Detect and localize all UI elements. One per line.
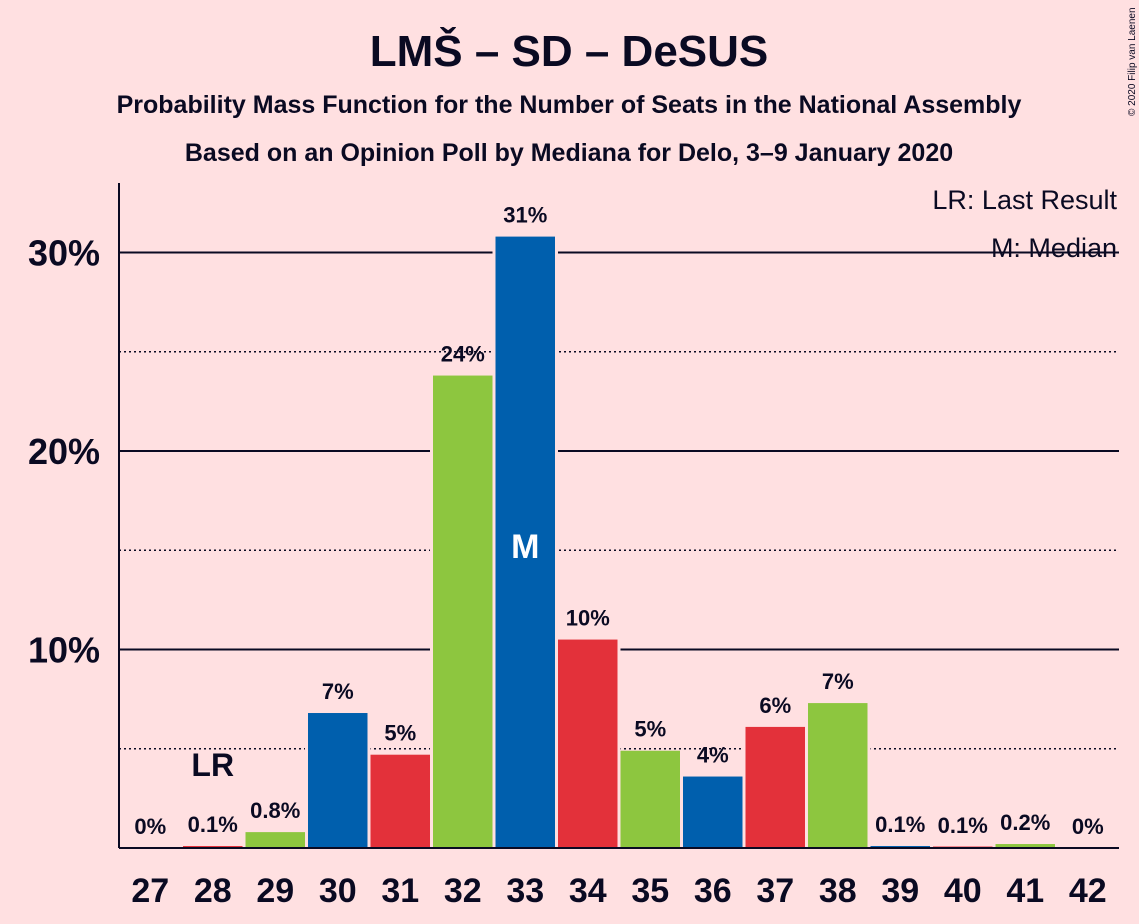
y-axis-ticks: 10% 20% 30%: [28, 232, 100, 670]
bar-seat-35: [620, 750, 680, 848]
x-tick-label-34: 34: [569, 872, 607, 910]
value-label-29: 0.8%: [250, 798, 300, 823]
value-label-30: 7%: [322, 679, 354, 704]
bar-seat-31: [370, 754, 430, 848]
value-label-40: 0.1%: [938, 813, 988, 838]
x-tick-label-35: 35: [631, 872, 669, 910]
bar-seat-36: [683, 776, 743, 848]
y-tick-label: 30%: [28, 232, 100, 273]
value-label-37: 6%: [759, 693, 791, 718]
x-tick-label-36: 36: [694, 872, 732, 910]
x-axis-ticks: 27 28 29 30 31 32 33 34 35 36 37 38 39 40 41 42: [131, 872, 1106, 910]
bar-seat-41: [995, 844, 1055, 848]
y-tick-label: 10%: [28, 629, 100, 670]
last-result-marker: LR: [191, 747, 234, 783]
x-tick-label-28: 28: [194, 872, 232, 910]
bar-seat-38: [808, 703, 868, 848]
x-tick-label-33: 33: [506, 872, 544, 910]
bar-seat-29: [245, 832, 305, 848]
x-tick-label-27: 27: [131, 872, 169, 910]
chart-subtitle-1: Probability Mass Function for the Number…: [117, 91, 1022, 119]
value-label-39: 0.1%: [875, 812, 925, 837]
value-label-41: 0.2%: [1000, 810, 1050, 835]
value-label-28: 0.1%: [188, 812, 238, 837]
x-tick-label-37: 37: [756, 872, 794, 910]
x-tick-label-29: 29: [256, 872, 294, 910]
x-tick-label-42: 42: [1069, 872, 1107, 910]
copyright-notice: © 2020 Filip van Laenen: [1127, 7, 1138, 116]
value-label-36: 4%: [697, 743, 729, 768]
value-label-27: 0%: [134, 814, 166, 839]
bar-seat-37: [745, 726, 805, 848]
legend-last-result: LR: Last Result: [932, 185, 1117, 215]
x-tick-label-31: 31: [381, 872, 419, 910]
value-label-33: 31%: [503, 203, 547, 228]
value-label-42: 0%: [1072, 814, 1104, 839]
value-label-35: 5%: [634, 717, 666, 742]
data-labels: 0% 0.1% LR 0.8% 7% 5% 24% 31% M 10% 5% 4% 6% 7% 0.1% 0.…: [134, 203, 1103, 839]
chart-subtitle-2: Based on an Opinion Poll by Mediana for …: [185, 139, 953, 167]
x-tick-label-41: 41: [1006, 872, 1044, 910]
bar-seat-32: [433, 375, 493, 848]
value-label-38: 7%: [822, 669, 854, 694]
x-tick-label-32: 32: [444, 872, 482, 910]
median-marker: M: [511, 528, 539, 566]
value-label-32: 24%: [441, 342, 485, 367]
value-label-31: 5%: [384, 721, 416, 746]
bar-seat-34: [558, 639, 618, 848]
y-tick-label: 20%: [28, 431, 100, 472]
bar-seat-30: [308, 713, 368, 848]
bar-seat-33: [495, 236, 555, 848]
legend-median: M: Median: [991, 233, 1117, 263]
bars: [183, 233, 1055, 848]
x-tick-label-30: 30: [319, 872, 357, 910]
chart-title: LMŠ – SD – DeSUS: [370, 25, 769, 76]
value-label-34: 10%: [566, 606, 610, 631]
x-tick-label-38: 38: [819, 872, 857, 910]
x-tick-label-39: 39: [881, 872, 919, 910]
x-tick-label-40: 40: [944, 872, 982, 910]
